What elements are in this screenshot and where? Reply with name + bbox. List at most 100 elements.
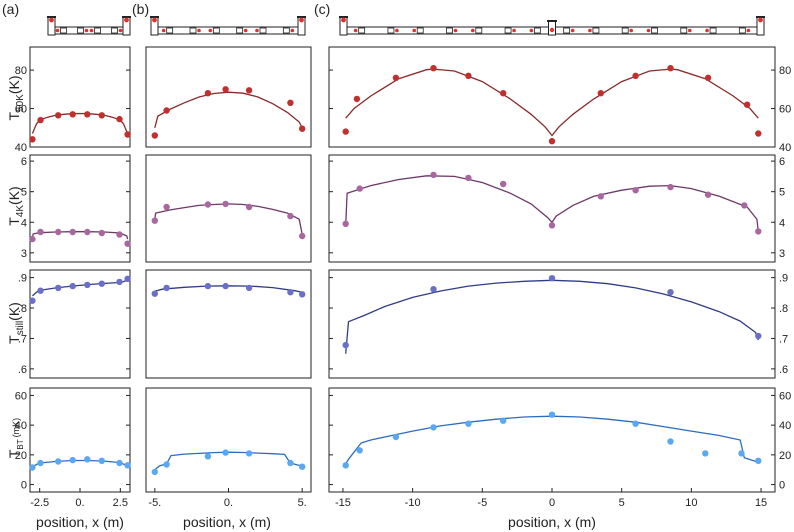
data-point [465, 72, 472, 80]
tube-joint [166, 27, 174, 34]
model-line [31, 112, 129, 134]
plot-frame [328, 46, 776, 148]
x-tick-label: -15 [335, 497, 351, 509]
data-point [69, 456, 76, 464]
data-point [29, 136, 36, 143]
x-tick-label: 0. [75, 497, 84, 509]
sensor-dot [629, 28, 634, 33]
panel-c-tstill: .6 .7 .8 .9 [328, 269, 788, 379]
sensor-dot [588, 28, 592, 33]
y-tick-label: 5 [779, 187, 785, 199]
data-point [702, 450, 709, 457]
x-tick-label: 5. [298, 497, 307, 509]
data-point [163, 284, 170, 292]
data-point [116, 459, 123, 467]
tube-joint [387, 27, 395, 34]
sensor-dot [412, 28, 417, 33]
tube-joint [416, 27, 424, 34]
data-point [124, 275, 131, 282]
model-line [345, 175, 759, 232]
panel-a-tbt: 0 20 40 60 -2.5 0. 2.5 [15, 387, 131, 509]
schematic-b [150, 16, 306, 36]
data-point [116, 231, 123, 238]
y-tick-label: 80 [15, 65, 27, 77]
x-tick-label: 15 [755, 497, 767, 509]
sensor-dot [118, 28, 123, 33]
data-point [299, 125, 306, 132]
y-tick-label: 60 [15, 104, 27, 116]
tube-joint [738, 27, 746, 34]
data-point [204, 282, 212, 290]
data-point [98, 112, 106, 119]
data-point [299, 232, 306, 240]
y-tick-label: 4 [21, 217, 27, 229]
data-point [116, 115, 123, 123]
data-point [299, 291, 306, 298]
data-point [353, 95, 361, 103]
data-point [430, 424, 437, 431]
data-point [29, 297, 36, 304]
data-point [151, 132, 158, 139]
model-line [154, 203, 303, 235]
data-point [548, 275, 556, 282]
data-point [632, 420, 639, 427]
data-point [667, 438, 674, 445]
tube-joint [94, 27, 101, 34]
data-point [755, 130, 762, 137]
x-tick-label: -5 [477, 497, 487, 509]
tube-joint [259, 27, 267, 34]
data-point [204, 453, 212, 460]
data-point [755, 228, 762, 235]
panel-c-t4k: 3 4 5 6 [328, 154, 785, 263]
data-point [29, 235, 36, 243]
data-point [704, 74, 712, 82]
xlabel-c: position, x (m) [508, 514, 596, 530]
data-point [98, 457, 106, 464]
data-point [222, 200, 229, 208]
panel-c-tbt: 0 20 40 60 -15 -10 -5 0 5 10 15 [328, 387, 791, 509]
data-point [356, 447, 363, 454]
plot-frame [29, 269, 131, 379]
data-point [342, 128, 349, 135]
y-tick-label: .7 [18, 333, 27, 345]
y-tick-label: 60 [779, 104, 791, 116]
sensor-dot [299, 17, 304, 23]
sensor-dot [89, 28, 94, 33]
row-ylabel-bt: TBT(mK) [6, 418, 25, 458]
schematic-a [47, 16, 131, 36]
data-point [500, 180, 507, 188]
schematic-c [339, 16, 765, 36]
y-tick-label: 40 [779, 142, 791, 154]
data-point [84, 281, 91, 289]
data-point [342, 462, 349, 469]
y-tick-label: 3 [21, 248, 27, 260]
data-point [151, 217, 158, 224]
data-point [163, 461, 170, 468]
y-tick-label: 0 [21, 480, 27, 492]
plot-frame [328, 269, 776, 379]
data-point [37, 287, 44, 294]
data-point [465, 420, 472, 427]
x-tick-label: 0. [224, 497, 233, 509]
y-tick-label: 60 [15, 390, 27, 402]
plot-frame [29, 387, 131, 493]
panel-a-tstill: .6 .7 .8 .9 [18, 269, 131, 379]
y-tick-label: 4 [779, 217, 785, 229]
sensor-dot [84, 28, 89, 33]
plot-frame [29, 154, 131, 263]
tube-joint [282, 27, 290, 34]
sensor-dot [243, 28, 248, 33]
y-tick-label: .8 [18, 303, 27, 315]
y-tick-label: 0 [779, 480, 785, 492]
data-point [151, 468, 158, 476]
model-line [31, 231, 129, 240]
data-point [741, 202, 748, 209]
data-point [84, 456, 91, 463]
y-tick-label: 20 [15, 450, 27, 462]
model-line [345, 415, 759, 465]
data-point [632, 72, 639, 80]
y-tick-label: 5 [21, 187, 27, 199]
data-point [98, 280, 106, 287]
plot-frame [145, 269, 312, 379]
y-tick-label: 40 [15, 142, 27, 154]
